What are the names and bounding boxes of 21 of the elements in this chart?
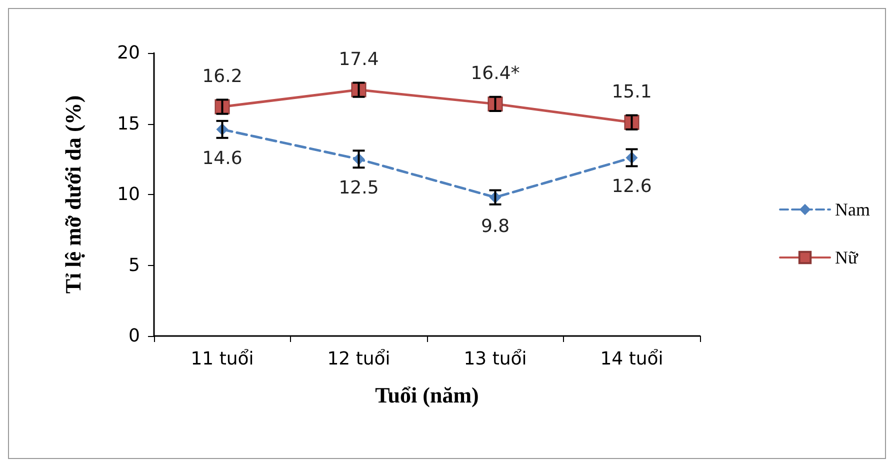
data-label: 14.6 (202, 148, 242, 169)
data-label: 12.6 (612, 176, 652, 198)
y-axis-title: Tỉ lệ mỡ dưới da (%) (60, 95, 86, 294)
x-axis-title: Tuổi (năm) (375, 382, 479, 408)
data-label: 15.1 (612, 81, 652, 102)
x-tick-label: 13 tuổi (464, 348, 527, 370)
data-label: 16.4* (470, 62, 520, 84)
legend-label: Nữ (835, 248, 860, 268)
y-tick-label: 20 (117, 42, 140, 64)
data-label: 16.2 (202, 66, 242, 87)
y-tick-label: 0 (128, 326, 140, 346)
y-tick-label: 10 (117, 184, 140, 205)
x-tick-label: 12 tuổi (327, 348, 390, 370)
x-tick-label: 14 tuổi (600, 348, 664, 370)
y-tick-label: 5 (128, 254, 140, 276)
legend-label: Nam (835, 200, 870, 220)
data-label: 12.5 (338, 178, 379, 199)
data-label: 17.4 (338, 48, 379, 70)
data-label: 9.8 (480, 216, 510, 237)
y-tick-label: 15 (117, 113, 140, 134)
x-tick-label: 11 tuổi (190, 348, 254, 370)
